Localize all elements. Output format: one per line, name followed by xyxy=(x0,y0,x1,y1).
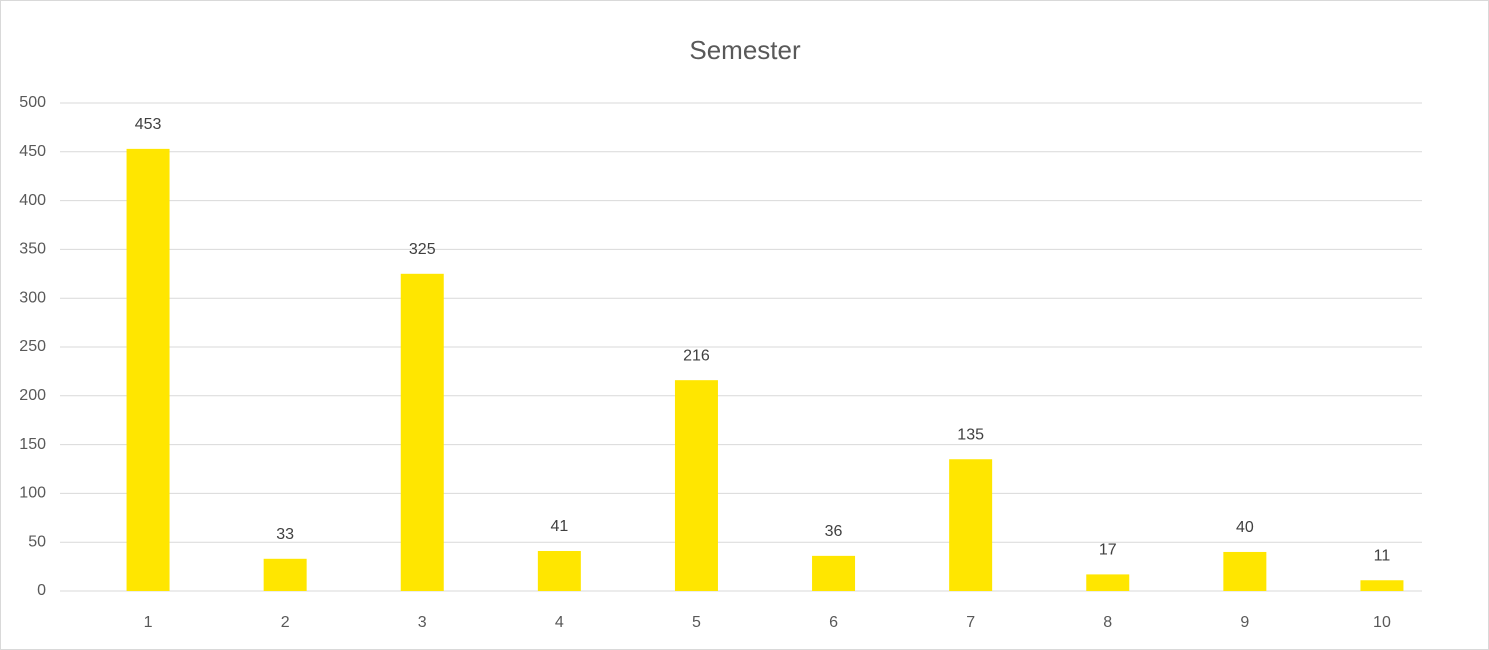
x-tick-label: 2 xyxy=(281,614,290,631)
y-tick-label: 300 xyxy=(19,289,46,306)
x-tick-label: 7 xyxy=(966,614,975,631)
x-tick-label: 3 xyxy=(418,614,427,631)
data-label: 33 xyxy=(276,526,294,543)
y-tick-label: 400 xyxy=(19,192,46,209)
x-tick-label: 4 xyxy=(555,614,564,631)
bar xyxy=(1360,580,1404,591)
x-tick-label: 5 xyxy=(692,614,701,631)
data-label: 135 xyxy=(957,426,984,443)
y-tick-label: 450 xyxy=(19,143,46,160)
data-label: 41 xyxy=(550,518,568,535)
data-label: 11 xyxy=(1374,547,1391,564)
y-tick-label: 500 xyxy=(19,94,46,111)
y-tick-label: 100 xyxy=(19,485,46,502)
data-label: 453 xyxy=(135,116,162,133)
bar xyxy=(812,555,856,591)
data-label: 216 xyxy=(683,347,710,364)
data-label: 17 xyxy=(1099,542,1117,559)
x-tick-label: 6 xyxy=(829,614,838,631)
bar xyxy=(126,148,170,591)
data-label: 36 xyxy=(825,523,843,540)
bar xyxy=(674,380,718,591)
chart-title: Semester xyxy=(689,35,801,65)
x-tick-label: 1 xyxy=(144,614,153,631)
y-tick-label: 0 xyxy=(37,582,46,599)
bar xyxy=(263,558,307,591)
y-tick-label: 150 xyxy=(19,436,46,453)
y-tick-label: 50 xyxy=(28,533,46,550)
bar xyxy=(1223,551,1267,591)
bar xyxy=(949,459,993,591)
x-tick-label: 9 xyxy=(1240,614,1249,631)
bar xyxy=(1086,574,1130,591)
y-tick-label: 200 xyxy=(19,387,46,404)
data-label: 40 xyxy=(1236,519,1254,536)
x-tick-label: 8 xyxy=(1103,614,1112,631)
bar xyxy=(400,273,444,591)
data-label: 325 xyxy=(409,241,436,258)
bar xyxy=(537,550,581,591)
x-tick-label: 10 xyxy=(1373,614,1391,631)
y-tick-label: 350 xyxy=(19,241,46,258)
y-tick-label: 250 xyxy=(19,338,46,355)
